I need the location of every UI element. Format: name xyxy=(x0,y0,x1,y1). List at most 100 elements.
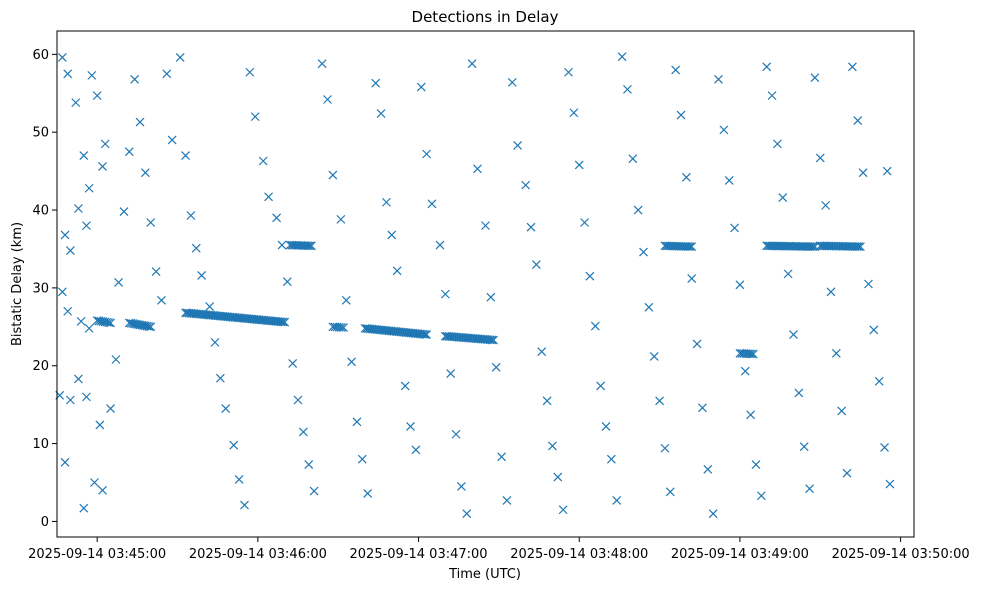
data-point xyxy=(357,454,367,464)
data-point xyxy=(278,317,288,327)
data-point xyxy=(880,443,889,452)
data-point xyxy=(574,160,584,170)
data-point xyxy=(746,349,756,359)
data-point xyxy=(140,168,150,178)
data-point xyxy=(885,479,895,489)
data-point xyxy=(416,82,426,92)
data-point xyxy=(639,247,648,257)
data-point xyxy=(821,200,831,210)
data-point xyxy=(842,468,852,478)
data-point xyxy=(467,59,477,69)
data-point xyxy=(489,335,498,345)
data-point xyxy=(882,166,892,176)
data-point xyxy=(84,183,94,193)
data-point xyxy=(537,347,547,357)
data-point xyxy=(162,69,172,79)
data-point xyxy=(418,329,428,339)
data-point xyxy=(74,204,83,213)
data-point xyxy=(692,339,702,349)
data-point xyxy=(124,318,134,328)
data-point xyxy=(853,116,863,125)
data-point xyxy=(422,330,432,340)
data-point xyxy=(703,464,713,474)
data-point xyxy=(111,355,121,364)
data-point xyxy=(347,357,357,367)
data-point xyxy=(687,242,697,252)
data-point xyxy=(139,321,149,330)
data-point xyxy=(135,320,145,330)
data-point xyxy=(92,91,102,101)
data-point xyxy=(306,241,316,251)
data-point xyxy=(687,274,697,283)
y-axis: 0 10 20 30 40 50 60 xyxy=(32,48,57,530)
data-point xyxy=(167,135,177,145)
data-point xyxy=(633,205,643,215)
data-point xyxy=(106,404,115,413)
data-point xyxy=(601,422,611,431)
x-axis: 2025-09-14 03:45:00 2025-09-14 03:46:00 20… xyxy=(28,537,970,562)
data-point xyxy=(272,213,282,223)
data-point xyxy=(708,509,718,519)
data-point xyxy=(864,279,873,289)
y-tick-label: 20 xyxy=(32,359,49,374)
data-point xyxy=(135,117,145,127)
data-point xyxy=(100,139,110,149)
data-point xyxy=(144,322,154,331)
data-point xyxy=(234,474,244,484)
data-point xyxy=(854,242,864,252)
data-point xyxy=(420,330,430,339)
data-point xyxy=(130,74,140,84)
x-tick-label: 2025-09-14 03:45:00 xyxy=(28,547,166,562)
data-point xyxy=(181,151,190,160)
data-point xyxy=(210,337,220,347)
data-point xyxy=(778,193,788,203)
data-point xyxy=(371,78,381,88)
data-point xyxy=(258,156,268,166)
data-point xyxy=(63,69,73,79)
data-point xyxy=(406,422,415,431)
data-point xyxy=(146,218,156,227)
data-point xyxy=(756,491,766,501)
data-point xyxy=(282,277,292,287)
data-point xyxy=(724,176,734,185)
data-point xyxy=(60,457,70,467)
data-point xyxy=(146,322,156,332)
data-point xyxy=(676,110,686,120)
data-point xyxy=(215,373,225,383)
data-point xyxy=(869,325,879,335)
data-point xyxy=(521,180,531,190)
data-point xyxy=(341,295,351,305)
data-point xyxy=(596,381,606,391)
data-point xyxy=(612,495,622,505)
data-point xyxy=(57,287,67,297)
data-point xyxy=(751,460,761,470)
data-points xyxy=(55,52,895,519)
data-point xyxy=(874,376,884,386)
data-point xyxy=(665,487,675,497)
data-point xyxy=(513,141,523,150)
data-point xyxy=(810,73,820,83)
data-point xyxy=(309,486,319,496)
data-point xyxy=(714,74,723,84)
data-point xyxy=(502,495,512,505)
data-point xyxy=(451,429,461,439)
y-tick-label: 50 xyxy=(32,126,49,141)
data-point xyxy=(826,287,836,297)
data-point xyxy=(553,472,563,482)
x-tick-label: 2025-09-14 03:47:00 xyxy=(350,547,488,562)
data-point xyxy=(98,162,107,171)
data-point xyxy=(79,151,89,160)
data-point xyxy=(808,242,818,252)
data-point xyxy=(323,95,332,104)
data-point xyxy=(580,218,590,227)
data-point xyxy=(303,241,313,251)
data-point xyxy=(304,460,314,470)
data-point xyxy=(142,321,152,331)
data-point xyxy=(392,266,402,276)
data-point xyxy=(606,454,616,464)
data-point xyxy=(90,478,99,487)
data-point xyxy=(799,442,809,452)
x-tick-label: 2025-09-14 03:49:00 xyxy=(671,547,809,562)
data-point xyxy=(746,410,756,420)
data-point xyxy=(124,147,134,157)
